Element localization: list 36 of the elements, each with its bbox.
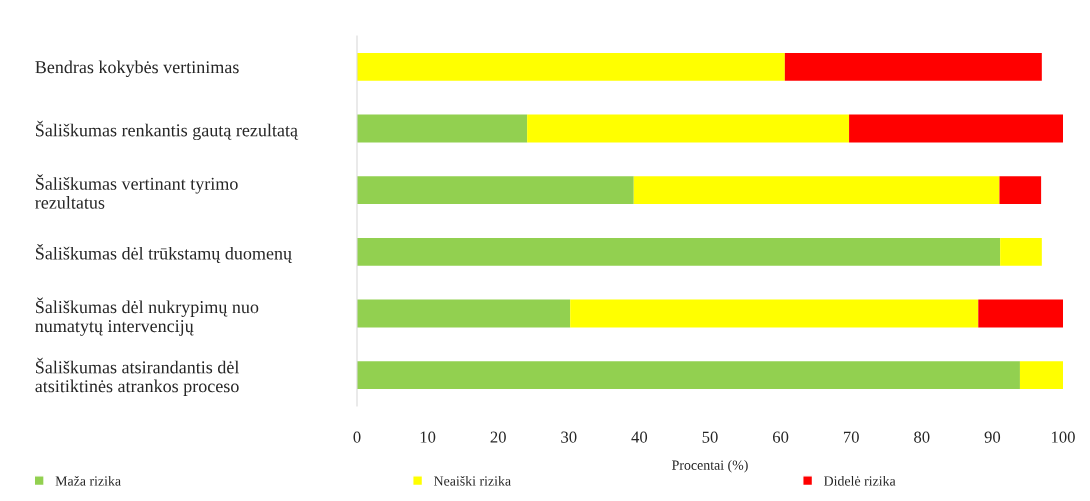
y-tick-label: Bendras kokybės vertinimas <box>35 60 239 77</box>
bar <box>570 299 979 328</box>
bar <box>357 361 1020 390</box>
x-tick-label: 60 <box>772 431 789 443</box>
bar <box>999 176 1042 205</box>
y-tick-label: Šališkumas renkantis gautą rezultatą <box>35 120 299 141</box>
bar <box>1019 361 1063 390</box>
y-tick-label: Šališkumas dėl trūkstamų duomenų <box>35 243 293 263</box>
x-axis-title: Procentai (%) <box>672 460 748 473</box>
bar <box>527 114 850 143</box>
y-tick-label: Šališkumas atsirandantis dėl atsitiktinės atrankos proceso <box>35 357 240 396</box>
x-tick-label: 40 <box>631 431 648 443</box>
x-tick-label: 10 <box>420 431 436 443</box>
bar <box>357 299 571 328</box>
x-tick-label: 30 <box>561 431 577 443</box>
bar <box>357 114 528 143</box>
x-tick-label: 20 <box>490 431 506 443</box>
bar <box>357 176 634 205</box>
x-tick-label: 50 <box>702 431 718 443</box>
y-tick-label: Šališkumas dėl nukrypimų nuo numatytų intervencijų <box>35 297 259 336</box>
bar <box>784 52 1042 81</box>
legend-label: Maža rizika <box>55 475 121 486</box>
x-tick-label: 80 <box>914 431 930 443</box>
legend-label: Neaiški rizika <box>433 475 511 486</box>
bar <box>633 176 1000 205</box>
bar <box>978 299 1063 328</box>
bar <box>357 237 1001 266</box>
y-tick-label: Šališkumas vertinant tyrimo rezultatus <box>35 174 238 209</box>
x-tick-label: 90 <box>984 431 1001 443</box>
legend-label: Didelė rizika <box>823 475 896 486</box>
x-tick-label: 100 <box>1051 431 1075 443</box>
bar <box>357 52 785 81</box>
x-tick-label: 70 <box>843 431 859 443</box>
bar <box>849 114 1063 143</box>
bar <box>1000 237 1042 266</box>
x-tick-label: 0 <box>353 431 361 443</box>
